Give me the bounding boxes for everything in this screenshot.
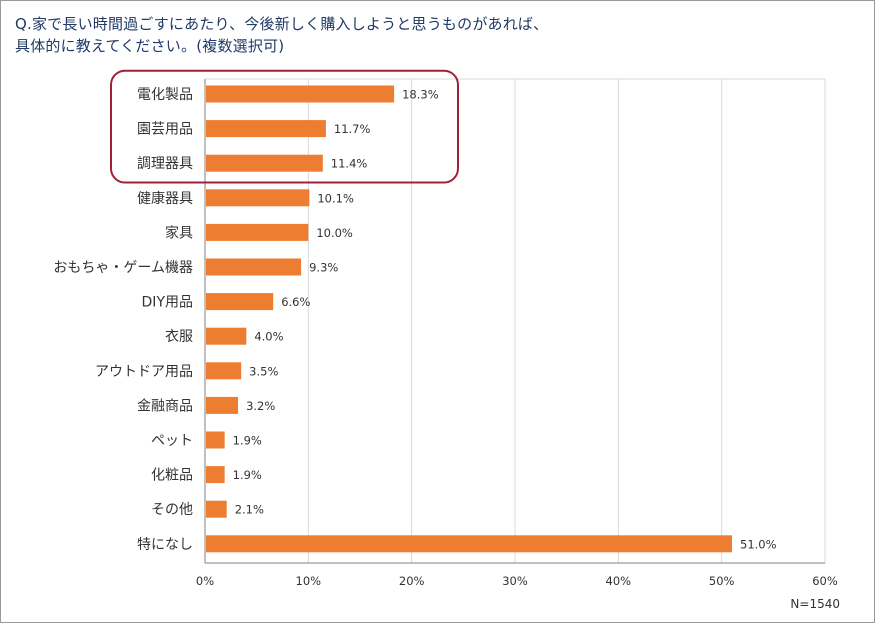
bar: [206, 223, 309, 241]
bar: [206, 258, 302, 276]
bar: [206, 154, 323, 172]
bar: [206, 120, 326, 138]
x-tick-label: 20%: [399, 574, 425, 588]
value-label: 9.3%: [309, 261, 338, 275]
bar: [206, 500, 227, 518]
bar: [206, 362, 242, 380]
category-label: 園芸用品: [137, 122, 193, 138]
value-label: 3.5%: [249, 364, 278, 378]
value-label: 10.0%: [316, 226, 353, 240]
x-tick-label: 60%: [812, 574, 838, 588]
value-label: 6.6%: [281, 295, 310, 309]
x-tick-label: 30%: [502, 574, 528, 588]
bar: [206, 396, 239, 414]
value-label: 11.7%: [334, 122, 371, 136]
category-label: おもちゃ・ゲーム機器: [53, 260, 193, 276]
value-label: 10.1%: [317, 191, 354, 205]
value-label: 11.4%: [331, 157, 368, 171]
category-label: 家具: [165, 224, 193, 241]
bar: [206, 327, 247, 345]
category-label: 調理器具: [137, 156, 193, 172]
category-label: 衣服: [165, 329, 193, 345]
value-label: 18.3%: [402, 88, 439, 102]
category-label: 健康器具: [137, 190, 193, 207]
bar: [206, 293, 274, 311]
value-label: 1.9%: [233, 468, 262, 482]
category-label: 化粧品: [151, 468, 193, 484]
value-label: 1.9%: [233, 434, 262, 448]
category-label: その他: [151, 502, 193, 518]
bar: [206, 535, 732, 553]
chart-title-line-2: 具体的に教えてください。(複数選択可): [15, 37, 285, 55]
bar: [206, 189, 310, 207]
sample-size-note: N=1540: [790, 597, 840, 611]
highlight-box: [110, 69, 459, 184]
value-label: 2.1%: [235, 503, 264, 517]
value-label: 3.2%: [246, 399, 275, 413]
bar: [206, 85, 395, 103]
x-tick-label: 40%: [606, 574, 632, 588]
x-tick-label: 0%: [196, 574, 214, 588]
category-label: DIY用品: [142, 295, 193, 311]
category-label: ペット: [151, 433, 193, 449]
value-label: 51.0%: [740, 537, 777, 551]
category-label: 特になし: [137, 537, 193, 553]
bar: [206, 466, 225, 484]
category-label: 電化製品: [137, 87, 193, 103]
x-tick-label: 50%: [709, 574, 735, 588]
category-label: アウトドア用品: [95, 364, 193, 380]
x-tick-label: 10%: [296, 574, 322, 588]
value-label: 4.0%: [254, 330, 283, 344]
bar: [206, 431, 225, 449]
chart-title-line-1: Q.家で長い時間過ごすにあたり、今後新しく購入しようと思うものがあれば、: [15, 15, 549, 33]
category-label: 金融商品: [137, 398, 193, 414]
